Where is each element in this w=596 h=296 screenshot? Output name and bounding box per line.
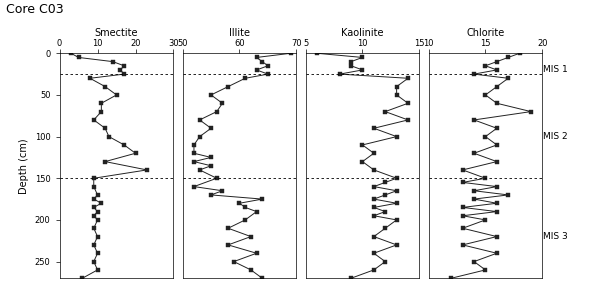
X-axis label: Kaolinite: Kaolinite	[342, 28, 384, 38]
Text: MIS 3: MIS 3	[544, 232, 568, 241]
X-axis label: Illite: Illite	[229, 28, 250, 38]
Text: MIS 1: MIS 1	[544, 65, 568, 74]
Text: Core C03: Core C03	[6, 3, 64, 16]
X-axis label: Smectite: Smectite	[95, 28, 138, 38]
X-axis label: Chlorite: Chlorite	[466, 28, 505, 38]
Text: MIS 2: MIS 2	[544, 132, 568, 141]
Y-axis label: Depth (cm): Depth (cm)	[19, 138, 29, 194]
